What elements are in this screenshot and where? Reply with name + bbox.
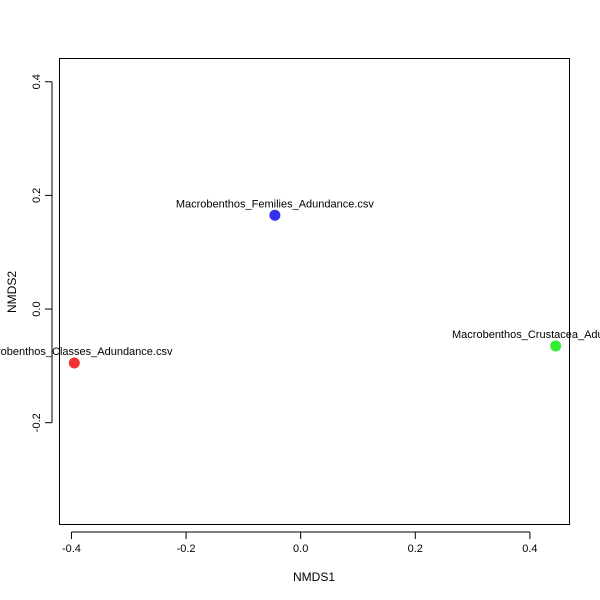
point-label: Macrobenthos_Classes_Adundance.csv — [0, 346, 173, 358]
x-tick-label: -0.4 — [62, 543, 81, 555]
y-tick-label: 0.4 — [31, 74, 43, 89]
data-points: Macrobenthos_Classes_Adundance.csv Macrob… — [0, 198, 600, 368]
point-label: Macrobenthos_Crustacea_Adundance.csv — [452, 329, 600, 341]
x-tick-label: 0.4 — [522, 543, 537, 555]
y-axis: -0.2 0.0 0.2 0.4 — [31, 74, 52, 432]
x-tick-label: 0.2 — [408, 543, 423, 555]
x-tick-label: 0.0 — [293, 543, 308, 555]
y-tick-label: 0.2 — [31, 188, 43, 203]
data-point — [69, 358, 80, 369]
plot-frame — [60, 59, 570, 525]
x-axis-label: NMDS1 — [293, 570, 335, 584]
y-axis-label: NMDS2 — [5, 271, 19, 313]
x-tick-label: -0.2 — [177, 543, 196, 555]
point-label: Macrobenthos_Femilies_Adundance.csv — [176, 198, 375, 210]
data-point — [550, 340, 561, 351]
x-axis: -0.4 -0.2 0.0 0.2 0.4 — [62, 532, 538, 555]
y-tick-label: -0.2 — [31, 413, 43, 432]
y-tick-label: 0.0 — [31, 301, 43, 316]
data-point — [269, 210, 280, 221]
